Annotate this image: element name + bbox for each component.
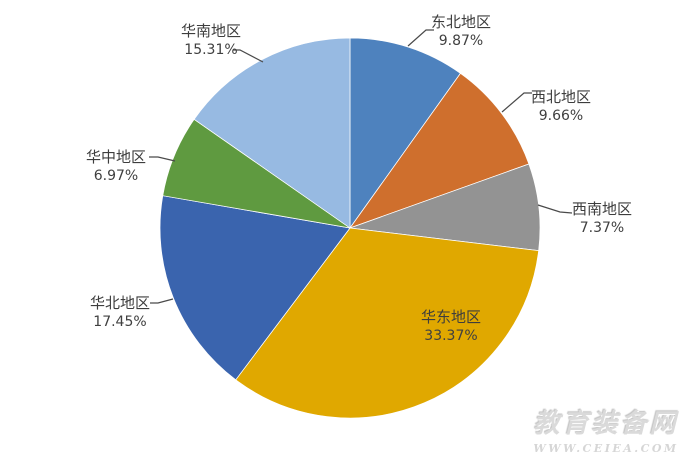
- pie-slice: [193, 37, 351, 229]
- label-leader-line: [233, 49, 264, 63]
- label-leader-line: [407, 29, 434, 47]
- pie-slice: [349, 73, 530, 229]
- slice-percent: 9.66%: [539, 108, 583, 124]
- slice-percent: 17.45%: [93, 314, 146, 330]
- label-leader-line: [149, 156, 176, 162]
- pie-slice: [235, 227, 540, 419]
- pie-slice: [349, 37, 461, 229]
- slice-label: 华东地区: [421, 308, 481, 326]
- slice-percent: 33.37%: [424, 328, 477, 344]
- slice-label: 西南地区: [572, 200, 632, 218]
- slice-percent: 7.37%: [580, 220, 624, 236]
- slice-label: 西北地区: [531, 88, 591, 106]
- label-leader-line: [501, 92, 532, 113]
- slice-label: 华北地区: [90, 294, 150, 312]
- slice-percent: 6.97%: [94, 168, 138, 184]
- slice-percent: 9.87%: [439, 33, 483, 49]
- label-leader-line: [537, 204, 573, 214]
- pie-slice: [159, 195, 351, 381]
- slice-label: 华中地区: [86, 148, 146, 166]
- slice-percent: 15.31%: [184, 42, 237, 58]
- slice-label: 东北地区: [431, 13, 491, 31]
- label-leader-line: [150, 298, 174, 304]
- slice-label: 华南地区: [181, 22, 241, 40]
